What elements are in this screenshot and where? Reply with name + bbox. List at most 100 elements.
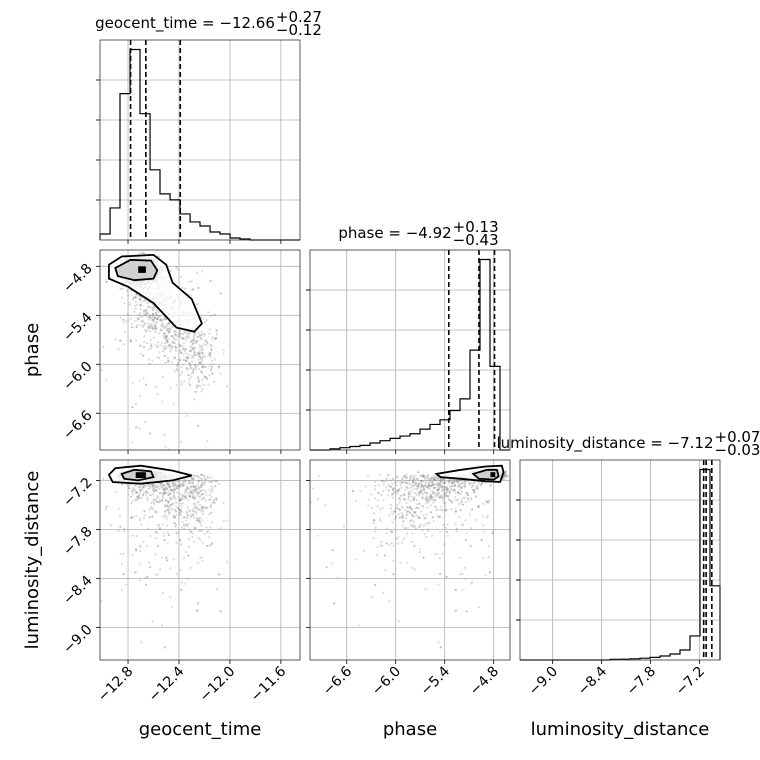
sample-point xyxy=(201,366,204,369)
sample-point xyxy=(151,515,154,518)
sample-point xyxy=(109,524,112,527)
sample-point xyxy=(152,320,155,323)
sample-point xyxy=(162,332,165,335)
sample-point xyxy=(184,550,187,554)
sample-point xyxy=(211,489,214,492)
sample-point xyxy=(137,494,140,497)
sample-point xyxy=(204,321,207,324)
sample-point xyxy=(136,497,139,500)
sample-point xyxy=(155,511,158,514)
sample-point xyxy=(165,329,168,332)
sample-point xyxy=(206,440,209,443)
sample-point xyxy=(174,345,177,349)
sample-point xyxy=(128,301,131,304)
sample-point xyxy=(168,327,171,330)
sample-point xyxy=(211,365,214,368)
sample-point xyxy=(192,368,195,371)
sample-point xyxy=(198,361,201,364)
sample-point xyxy=(197,376,200,379)
sample-point xyxy=(199,485,202,488)
sample-point xyxy=(167,493,170,496)
sample-point xyxy=(185,487,188,490)
panel-title-phase: phase = −4.92 xyxy=(338,224,451,242)
sample-point xyxy=(163,347,166,350)
sample-point xyxy=(204,499,207,502)
sample-point xyxy=(165,340,168,343)
sample-point xyxy=(152,484,155,487)
sample-point xyxy=(211,542,214,545)
sample-point xyxy=(135,483,138,487)
sample-point xyxy=(189,384,192,387)
sample-point xyxy=(154,312,158,315)
sample-point xyxy=(162,334,165,337)
sample-point xyxy=(166,531,169,534)
sample-point xyxy=(187,368,190,371)
sample-point xyxy=(158,500,161,503)
sample-point xyxy=(206,544,209,547)
sample-point xyxy=(152,498,155,501)
sample-point xyxy=(198,496,201,499)
sample-point xyxy=(196,602,200,605)
sample-point xyxy=(186,577,189,580)
sample-point xyxy=(201,482,204,485)
sample-point xyxy=(171,340,174,343)
sample-point xyxy=(175,501,178,504)
sample-point xyxy=(208,365,211,368)
sample-point xyxy=(167,508,170,511)
sample-point xyxy=(175,505,178,508)
sample-point xyxy=(197,519,201,523)
sample-point xyxy=(207,477,210,480)
sample-point xyxy=(139,312,142,315)
density-fill-inner xyxy=(115,259,158,281)
sample-point xyxy=(137,494,140,497)
sample-point xyxy=(151,313,154,316)
sample-point xyxy=(170,606,174,609)
sample-point xyxy=(125,320,128,323)
sample-point xyxy=(163,539,166,542)
sample-point xyxy=(117,348,120,351)
sample-point xyxy=(194,351,197,354)
sample-point xyxy=(196,303,199,306)
sample-point xyxy=(167,484,170,487)
sample-point xyxy=(214,337,217,340)
sample-point xyxy=(207,383,210,386)
sample-point xyxy=(172,502,175,505)
sample-point xyxy=(191,496,194,499)
sample-point xyxy=(198,487,201,490)
sample-point xyxy=(208,494,211,497)
sample-point xyxy=(158,500,161,503)
sample-point xyxy=(199,557,202,560)
sample-point xyxy=(163,646,167,649)
sample-point xyxy=(131,441,134,444)
sample-point xyxy=(175,541,178,545)
sample-point xyxy=(169,486,172,489)
sample-point xyxy=(133,304,137,307)
sample-point xyxy=(130,495,133,498)
sample-point xyxy=(185,519,188,522)
sample-point xyxy=(208,374,211,377)
sample-point xyxy=(163,325,166,328)
sample-point xyxy=(165,335,168,338)
sample-point xyxy=(194,486,197,489)
sample-point xyxy=(206,506,209,509)
sample-point xyxy=(151,620,154,623)
sample-point xyxy=(192,370,195,373)
sample-point xyxy=(193,475,196,478)
sample-point xyxy=(190,515,193,518)
sample-point xyxy=(176,335,179,338)
sample-point xyxy=(222,352,225,355)
sample-point xyxy=(119,339,122,342)
sample-point xyxy=(197,362,200,365)
sample-point xyxy=(188,495,191,498)
sample-point xyxy=(167,359,170,362)
sample-point xyxy=(181,336,184,340)
sample-point xyxy=(180,351,183,354)
sample-point xyxy=(147,305,150,308)
sample-point xyxy=(209,532,212,535)
sample-point xyxy=(194,485,197,488)
sample-point xyxy=(206,341,209,344)
sample-point xyxy=(176,484,179,487)
sample-point xyxy=(135,293,138,296)
sample-point xyxy=(173,333,176,336)
sample-point xyxy=(166,324,169,328)
